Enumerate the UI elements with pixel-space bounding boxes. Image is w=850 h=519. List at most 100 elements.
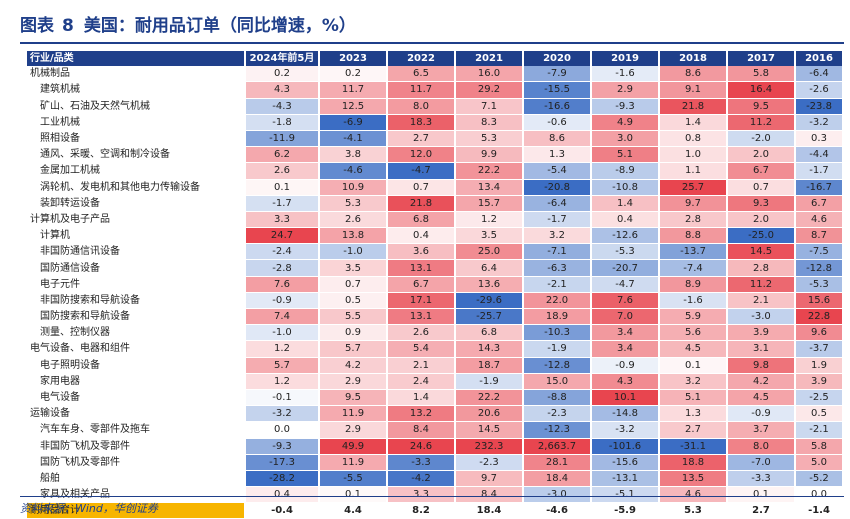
table-row: 测量、控制仪器 -1.0 0.9 2.6 6.8 -10.3 3.4 5.6 3.9 9.6 [27,324,844,342]
value-cell: 5.9 [659,308,728,326]
table-row: 国防通信设备 -2.8 3.5 13.1 6.4 -6.3 -20.7 -7.4 2.8 -12.… [27,259,844,277]
value-cell: 24.6 [387,438,456,455]
value-cell: 5.8 [727,66,796,83]
value-cell: 9.6 [795,324,844,342]
value-cell: 0.4 [591,211,660,229]
column-header-category: 行业/品类 [27,51,246,67]
value-cell: 4.6 [795,211,844,229]
value-cell: -15.6 [591,454,660,471]
table-row: 电子元件 7.6 0.7 6.7 13.6 -2.1 -4.7 8.9 11.2 -5.3 [27,276,844,293]
row-label: 非国防飞机及零部件 [27,438,246,455]
value-cell: 7.6 [591,292,660,310]
column-header-period: 2016 [795,51,844,67]
value-cell: 28.1 [523,454,592,471]
value-cell: -25.0 [727,227,796,245]
value-cell: -12.3 [523,421,592,439]
value-cell: 1.1 [659,162,728,180]
value-cell: -3.2 [591,421,660,439]
value-cell: -3.3 [387,454,456,471]
value-cell: 24.7 [245,227,320,245]
value-cell: 4.3 [591,373,660,390]
table-row: 电气设备 -0.1 9.5 1.4 22.2 -8.8 10.1 5.1 4.5 -2.5 [27,389,844,407]
value-cell: 11.7 [319,81,388,99]
value-cell: 29.2 [455,81,524,99]
value-cell: -101.6 [591,438,660,455]
row-label: 国防通信设备 [27,259,246,277]
table-row: 建筑机械 4.3 11.7 11.7 29.2 -15.5 2.9 9.1 16.4 -2.6 [27,81,844,99]
value-cell: -13.7 [659,243,728,261]
value-cell: 5.4 [387,340,456,358]
value-cell: 1.4 [659,114,728,131]
row-label: 通风、采暖、空调和制冷设备 [27,146,246,164]
table-row: 计算机 24.7 13.8 0.4 3.5 3.2 -12.6 8.8 -25.0 8.7 [27,227,844,245]
row-label: 电子照明设备 [27,357,246,374]
table-row: 汽车车身、零部件及拖车 0.0 2.9 8.4 14.5 -12.3 -3.2 2.7 3.7-… [27,421,844,439]
row-label: 装卸转运设备 [27,195,246,212]
value-cell: 22.0 [523,292,592,310]
value-cell: 2.6 [319,211,388,229]
value-cell: 13.6 [455,276,524,293]
value-cell: 8.2 [387,502,456,519]
value-cell: 7.6 [245,276,320,293]
value-cell: 11.7 [387,81,456,99]
value-cell: -3.7 [795,340,844,358]
row-label: 矿山、石油及天然气机械 [27,98,246,115]
value-cell: 0.4 [387,227,456,245]
row-label: 电气设备、电器和组件 [27,340,246,358]
value-cell: 2.9 [591,81,660,99]
value-cell: -5.9 [591,502,660,519]
value-cell: 25.0 [455,243,524,261]
table-row: 国防飞机及零部件 -17.3 11.9 -3.3 -2.3 28.1 -15.6 18.8 -7… [27,454,844,471]
value-cell: -16.7 [795,179,844,196]
value-cell: 2.9 [319,373,388,390]
value-cell: 3.3 [387,486,456,504]
value-cell: 10.1 [591,389,660,407]
value-cell: -4.2 [387,470,456,488]
value-cell: -6.4 [523,195,592,212]
value-cell: 7.4 [245,308,320,326]
value-cell: -7.1 [523,243,592,261]
value-cell: -5.4 [523,162,592,180]
value-cell: 15.6 [795,292,844,310]
value-cell: -2.4 [245,243,320,261]
value-cell: 2.9 [319,421,388,439]
value-cell: -31.1 [659,438,728,455]
value-cell: -6.9 [319,114,388,131]
value-cell: 2.6 [245,162,320,180]
row-label: 建筑机械 [27,81,246,99]
value-cell: 1.4 [591,195,660,212]
table-row: 非国防通信讯设备 -2.4 -1.0 3.6 25.0 -7.1 -5.3 -13.7 14.5… [27,243,844,261]
table-row: 电气设备、电器和组件 1.2 5.7 5.4 14.3 -1.9 3.4 4.5 3.1 -3.7 [27,340,844,358]
table-header-row: 行业/品类 2024年前5月 2023 2022 2021 2020 2019 2018 201… [27,51,844,67]
value-cell: -7.0 [727,454,796,471]
value-cell: 4.2 [319,357,388,374]
value-cell: 1.2 [245,340,320,358]
table-row: 计算机及电子产品 3.3 2.6 6.8 1.2 -1.7 0.4 2.8 2.0 4.6 [27,211,844,229]
value-cell: -25.7 [455,308,524,326]
value-cell: 1.9 [795,357,844,374]
value-cell: 6.4 [455,259,524,277]
table-row: 国防搜索和导航设备 7.4 5.5 13.1 -25.7 18.9 7.0 5.9 -3.0 22… [27,308,844,326]
value-cell: -8.9 [591,162,660,180]
value-cell: 2.8 [727,259,796,277]
value-cell: 18.7 [455,357,524,374]
value-cell: 3.6 [387,243,456,261]
row-label: 非国防搜索和导航设备 [27,292,246,310]
value-cell: 1.3 [523,146,592,164]
value-cell: 14.3 [455,340,524,358]
source-note: 资料来源：Wind，华创证券 [20,502,158,515]
value-cell: -9.3 [591,98,660,115]
value-cell: 0.1 [659,357,728,374]
table-row: 通风、采暖、空调和制冷设备 6.2 3.8 12.0 9.9 1.3 5.1 1.0 2.0 -4… [27,146,844,164]
table-row: 非国防搜索和导航设备 -0.9 0.5 17.1 -29.6 22.0 7.6 -1.6 2.1… [27,292,844,310]
value-cell: 6.7 [727,162,796,180]
column-header-period: 2022 [387,51,456,67]
value-cell: -4.6 [319,162,388,180]
row-label: 电气设备 [27,389,246,407]
row-label: 非国防通信讯设备 [27,243,246,261]
table-row: 电子照明设备 5.7 4.2 2.1 18.7 -12.8 -0.9 0.1 9.8 1.9 [27,357,844,374]
value-cell: -1.4 [795,502,844,519]
row-label: 运输设备 [27,405,246,423]
value-cell: 5.6 [659,324,728,342]
table-row: 矿山、石油及天然气机械 -4.3 12.5 8.0 7.1 -16.6 -9.3 21.8 9.… [27,98,844,115]
